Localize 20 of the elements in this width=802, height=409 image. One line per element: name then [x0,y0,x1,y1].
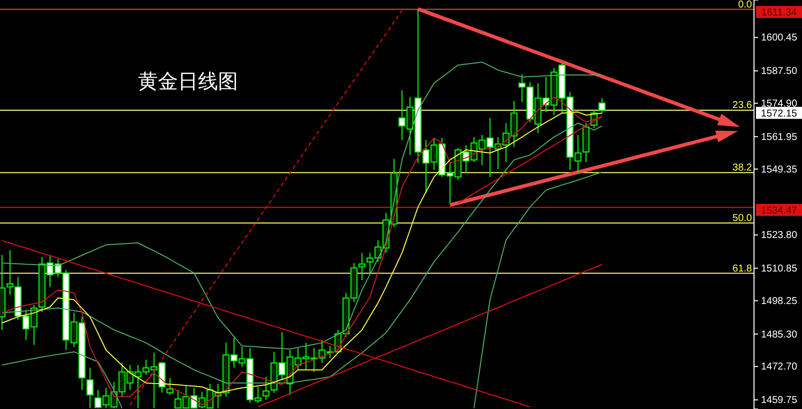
y-tick-label: 1523.80 [761,230,798,242]
y-tick-label: 1549.35 [761,164,798,176]
ref-line-label: 1534.47 [760,205,798,216]
y-tick-label: 1459.75 [761,395,798,406]
annotation: 黄金日线图 [138,71,238,93]
y-tick-label: 1574.90 [761,98,798,110]
y-tick-label: 1498.25 [761,296,798,307]
y-tick-label: 1587.50 [761,66,798,78]
ref-line-label: 1611.34 [761,7,798,18]
annotation: 38.2 [732,162,752,174]
y-tick-label: 1600.45 [761,32,798,44]
annotation: 61.8 [732,263,752,274]
annotation: 0.0 [738,0,752,10]
annotation: 50.0 [732,213,752,224]
annotation: 23.6 [732,100,752,112]
y-tick-label: 1472.70 [761,362,798,373]
y-tick-label: 1485.30 [761,329,798,340]
ref-line-label: 1572.15 [760,108,798,120]
y-tick-label: 1510.85 [761,263,798,274]
y-tick-label: 1561.95 [761,132,798,143]
